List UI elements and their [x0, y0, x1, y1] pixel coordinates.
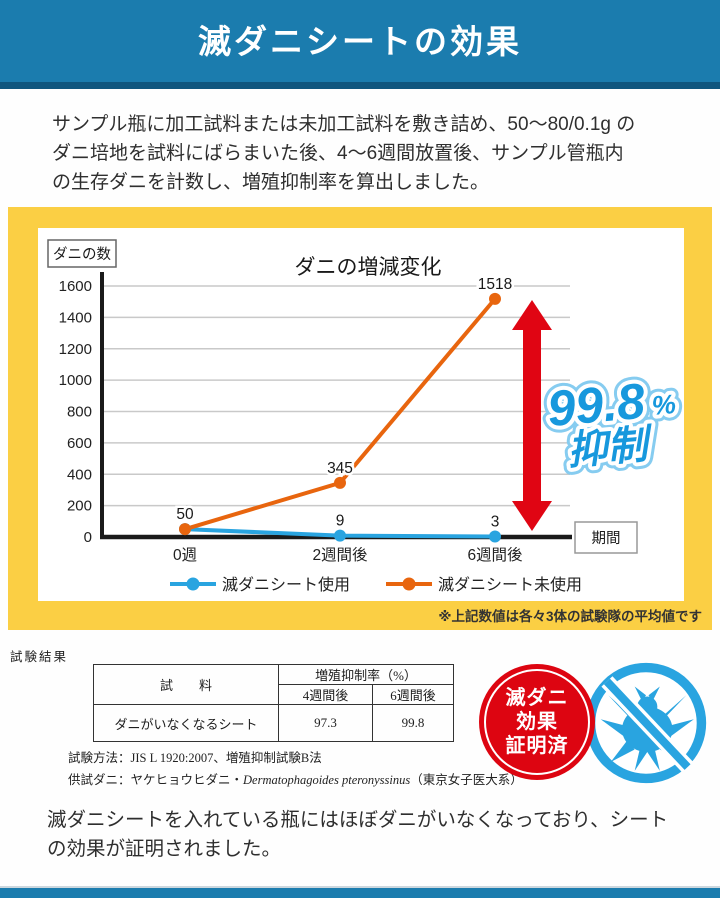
- test-mite-suffix: （東京女子医大系）: [410, 773, 523, 787]
- proof-badge-line: 証明済: [505, 735, 569, 757]
- legend-marker: [186, 577, 200, 591]
- data-point: [334, 476, 346, 489]
- proof-badge-text: 滅ダニ 効果 証明済: [484, 669, 590, 775]
- data-point-label: 9: [336, 513, 345, 530]
- table-cell-value-6weeks: 99.8: [372, 704, 454, 742]
- table-row: 4週間後 6週間後: [94, 684, 454, 705]
- series-line: [183, 296, 497, 532]
- svg-text:%: %: [651, 389, 678, 421]
- test-mite-species: Dermatophagoides pteronyssinus: [243, 773, 411, 787]
- y-tick-label: 200: [67, 498, 92, 515]
- slash-line: [603, 678, 691, 770]
- data-point: [489, 292, 501, 305]
- legend-label: 滅ダニシート使用: [222, 576, 350, 594]
- results-table: 試 料 増殖抑制率（%） 4週間後 6週間後 ダニがいなくなるシート 97.3 …: [93, 664, 454, 742]
- chart-legend: 滅ダニシート使用 滅ダニシート未使用: [170, 576, 582, 594]
- chart-title: ダニの増減変化: [295, 256, 442, 279]
- test-method-note: 試験方法：JIS L 1920:2007、増殖抑制試験B法: [68, 751, 322, 765]
- bottom-divider: [0, 886, 720, 888]
- no-mite-icon: [585, 662, 707, 784]
- table-header-rate: 増殖抑制率（%）: [278, 664, 454, 685]
- chart-frame: 0 200 400 600 800 1000 1200 1400 1600 0週 2週間後 6週間後 …: [8, 207, 712, 630]
- y-tick-label: 1400: [59, 309, 92, 326]
- proof-badge-line: 効果: [516, 711, 558, 733]
- conclusion-line: の効果が証明されました。: [47, 838, 282, 860]
- data-point-label: 3: [491, 514, 500, 531]
- bottom-bar: [0, 888, 720, 898]
- x-tick-label: 2週間後: [312, 546, 368, 564]
- table-cell-value-4weeks: 97.3: [278, 704, 373, 742]
- y-tick-label: 1000: [59, 372, 92, 389]
- data-point: [334, 529, 346, 542]
- annotation-text: 99.8 % 抑制: [545, 373, 678, 474]
- conclusion-line: 滅ダニシートを入れている瓶にはほぼダニがいなくなっており、シート: [47, 809, 669, 831]
- y-tick-label: 1600: [59, 278, 92, 295]
- conclusion-paragraph: 滅ダニシートを入れている瓶にはほぼダニがいなくなっており、シート の効果が証明さ…: [47, 806, 687, 864]
- proof-badge: 滅ダニ 効果 証明済: [479, 664, 595, 780]
- test-mite-note: 供試ダニ：ヤケヒョウヒダニ・Dermatophagoides pteronyss…: [68, 769, 523, 788]
- y-tick-label: 400: [67, 466, 92, 483]
- legend-marker: [402, 577, 416, 591]
- chart-panel: 0 200 400 600 800 1000 1200 1400 1600 0週 2週間後 6週間後 …: [38, 228, 684, 601]
- table-row: 試 料 増殖抑制率（%）: [93, 664, 454, 705]
- table-header-4weeks: 4週間後: [278, 684, 373, 705]
- table-header-6weeks: 6週間後: [372, 684, 454, 705]
- svg-text:99.8: 99.8: [545, 373, 647, 437]
- suppression-annotation: 99.8 % 抑制 99.8 % 抑制 99.8 % 抑制: [538, 366, 684, 481]
- x-axis-label: 期間: [592, 530, 621, 547]
- data-point-label: 345: [327, 460, 353, 477]
- results-section-label: 試験結果: [10, 650, 69, 664]
- table-row: ダニがいなくなるシート 97.3 99.8: [93, 704, 454, 742]
- data-point: [179, 523, 191, 536]
- svg-text:抑制: 抑制: [566, 422, 657, 473]
- intro-line: ダニ培地を試料にばらまいた後、4〜6週間放置後、サンプル管瓶内: [52, 143, 624, 164]
- header-banner: 滅ダニシートの効果: [0, 0, 720, 82]
- legend-label: 滅ダニシート未使用: [438, 576, 582, 594]
- data-point-label: 1518: [478, 276, 512, 293]
- svg-text:99.8: 99.8: [545, 373, 647, 437]
- y-tick-label: 0: [84, 529, 92, 546]
- table-header-sample: 試 料: [93, 664, 279, 705]
- data-point: [489, 530, 501, 543]
- series-layer: 50 9 3 345 1518: [174, 273, 515, 543]
- table-cell-sample-name: ダニがいなくなるシート: [93, 704, 279, 742]
- x-axis-label-box: [574, 521, 638, 554]
- y-axis-label-box: [47, 239, 117, 268]
- grid-layer: 0 200 400 600 800 1000 1200 1400 1600 0週 2週間後 6週間後: [59, 278, 570, 564]
- x-tick-label: 6週間後: [467, 546, 523, 564]
- y-tick-label: 600: [67, 435, 92, 452]
- test-mite-prefix: 供試ダニ：ヤケヒョウヒダニ・: [68, 773, 244, 787]
- intro-line: の生存ダニを計数し、増殖抑制率を算出しました。: [52, 172, 490, 193]
- proof-badge-line: 滅ダニ: [505, 687, 569, 709]
- x-tick-label: 0週: [173, 546, 197, 564]
- page-title: 滅ダニシートの効果: [198, 23, 522, 60]
- chart-footnote: ※上記数値は各々3体の試験隊の平均値です: [438, 609, 702, 624]
- y-tick-label: 1200: [59, 341, 92, 358]
- suppression-arrow: [512, 300, 552, 531]
- intro-paragraph: サンプル瓶に加工試料または未加工試料を敷き詰め、50〜80/0.1g の ダニ培…: [52, 110, 682, 197]
- y-axis-label: ダニの数: [53, 246, 111, 263]
- y-tick-label: 800: [67, 404, 92, 421]
- intro-line: サンプル瓶に加工試料または未加工試料を敷き詰め、50〜80/0.1g の: [52, 114, 636, 135]
- header-accent-strip: [0, 82, 720, 89]
- data-point-label: 50: [176, 506, 194, 523]
